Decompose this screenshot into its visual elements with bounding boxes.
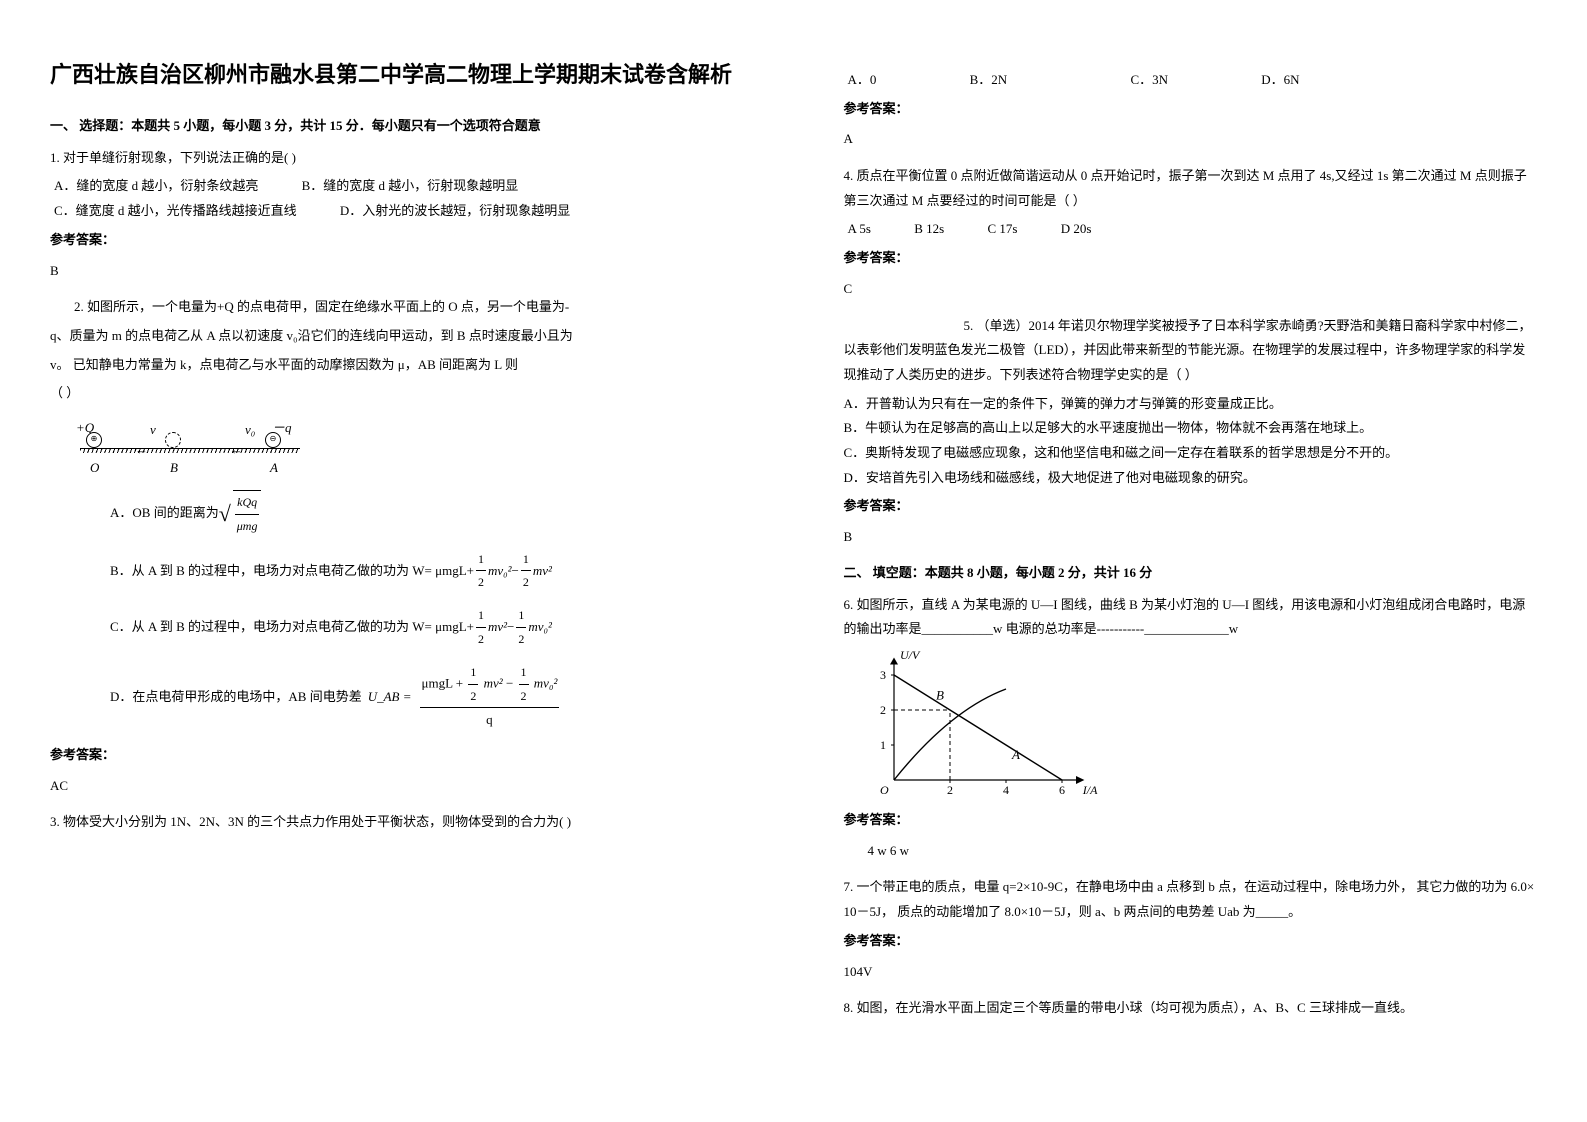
q2-diag-O: O bbox=[90, 456, 99, 481]
question-3-cont: A．0 B．2N C．3N D．6N 参考答案： A bbox=[844, 68, 1538, 152]
q2-diag-v0: v₀ bbox=[245, 418, 255, 443]
q2-diag-charge-right: ⊖ bbox=[265, 432, 281, 448]
q2-optD-pre: D．在点电荷甲形成的电场中，AB 间电势差 bbox=[110, 685, 362, 710]
question-4: 4. 质点在平衡位置 0 点附近做简谐运动从 0 点开始记时，振子第一次到达 M… bbox=[844, 164, 1538, 301]
q1-answer-label: 参考答案： bbox=[50, 228, 744, 253]
svg-text:3: 3 bbox=[880, 668, 886, 682]
q2-optB: B．从 A 到 B 的过程中，电场力对点电荷乙做的功为 W= μmgL+ 12 … bbox=[110, 548, 744, 595]
q3-options: A．0 B．2N C．3N D．6N bbox=[848, 68, 1538, 93]
q3-optD: D．6N bbox=[1261, 72, 1299, 87]
q2-diag-baseline bbox=[80, 448, 300, 453]
q2-optA-pre: A．OB 间的距离为 bbox=[110, 501, 219, 526]
q4-text: 4. 质点在平衡位置 0 点附近做简谐运动从 0 点开始记时，振子第一次到达 M… bbox=[844, 164, 1538, 213]
q5-answer: B bbox=[844, 525, 1538, 550]
q2-diag-charge-mid bbox=[165, 432, 181, 448]
q4-optA: A 5s bbox=[848, 221, 871, 236]
question-7: 7. 一个带正电的质点，电量 q=2×10-9C，在静电场中由 a 点移到 b … bbox=[844, 875, 1538, 984]
question-8: 8. 如图，在光滑水平面上固定三个等质量的带电小球（均可视为质点），A、B、C … bbox=[844, 996, 1538, 1021]
section-1-title: 一、 选择题：本题共 5 小题，每小题 3 分，共计 15 分．每小题只有一个选… bbox=[50, 115, 744, 134]
q4-options: A 5s B 12s C 17s D 20s bbox=[848, 217, 1538, 242]
q8-text: 8. 如图，在光滑水平面上固定三个等质量的带电小球（均可视为质点），A、B、C … bbox=[844, 996, 1538, 1021]
section-2-title: 二、 填空题：本题共 8 小题，每小题 2 分，共计 16 分 bbox=[844, 562, 1538, 581]
q5-optB: B．牛顿认为在足够高的高山上以足够大的水平速度抛出一物体，物体就不会再落在地球上… bbox=[844, 416, 1538, 441]
q2-diag-A: A bbox=[270, 456, 278, 481]
q2-answer: AC bbox=[50, 774, 744, 799]
q4-optD: D 20s bbox=[1061, 221, 1092, 236]
sqrt-icon: √ kQq μmg bbox=[219, 490, 264, 538]
q7-text: 7. 一个带正电的质点，电量 q=2×10-9C，在静电场中由 a 点移到 b … bbox=[844, 875, 1538, 924]
q3-optC: C．3N bbox=[1130, 72, 1168, 87]
q2-optD: D．在点电荷甲形成的电场中，AB 间电势差 U_AB = μmgL + 12 m… bbox=[110, 661, 744, 733]
q7-answer: 104V bbox=[844, 960, 1538, 985]
q2-diagram: +Q ⊕ O ← v B ← v₀ －q ⊖ A bbox=[80, 418, 300, 478]
question-3: 3. 物体受大小分别为 1N、2N、3N 的三个共点力作用处于平衡状态，则物体受… bbox=[50, 810, 744, 835]
right-page: A．0 B．2N C．3N D．6N 参考答案： A 4. 质点在平衡位置 0 … bbox=[794, 0, 1587, 1122]
q3-text: 3. 物体受大小分别为 1N、2N、3N 的三个共点力作用处于平衡状态，则物体受… bbox=[50, 810, 744, 835]
svg-text:6: 6 bbox=[1059, 783, 1065, 797]
q6-answer-label: 参考答案： bbox=[844, 808, 1538, 833]
svg-text:2: 2 bbox=[880, 703, 886, 717]
q4-answer-label: 参考答案： bbox=[844, 246, 1538, 271]
q3-answer-label: 参考答案： bbox=[844, 97, 1538, 122]
svg-text:A: A bbox=[1011, 747, 1020, 762]
svg-text:B: B bbox=[936, 688, 944, 703]
q6-chart-svg: 123246OU/VI/AAB bbox=[864, 650, 1084, 800]
q2-text3: v。 已知静电力常量为 k，点电荷乙与水平面的动摩擦因数为 μ，AB 间距离为 … bbox=[50, 353, 744, 378]
q1-options: A．缝的宽度 d 越小，衍射条纹越亮 B．缝的宽度 d 越小，衍射现象越明显 C… bbox=[54, 174, 744, 223]
q4-optC: C 17s bbox=[987, 221, 1017, 236]
question-6: 6. 如图所示，直线 A 为某电源的 U—I 图线，曲线 B 为某小灯泡的 U—… bbox=[844, 593, 1538, 864]
q1-answer: B bbox=[50, 259, 744, 284]
q2-diag-B: B bbox=[170, 456, 178, 481]
svg-text:I/A: I/A bbox=[1081, 783, 1097, 797]
q7-answer-label: 参考答案： bbox=[844, 929, 1538, 954]
q1-optC: C．缝宽度 d 越小，光传播路线越接近直线 bbox=[54, 203, 297, 218]
q4-optB: B 12s bbox=[914, 221, 944, 236]
question-5: 5. （单选）2014 年诺贝尔物理学奖被授予了日本科学家赤崎勇?天野浩和美籍日… bbox=[844, 314, 1538, 550]
q1-optB: B．缝的宽度 d 越小，衍射现象越明显 bbox=[302, 178, 519, 193]
q2-optA-num: kQq bbox=[235, 491, 259, 515]
svg-text:O: O bbox=[880, 783, 889, 797]
svg-text:U/V: U/V bbox=[900, 648, 921, 662]
svg-text:4: 4 bbox=[1003, 783, 1009, 797]
q2-optB-pre: B．从 A 到 B 的过程中，电场力对点电荷乙做的功为 W= μmgL+ bbox=[110, 559, 474, 584]
q5-optA: A．开普勒认为只有在一定的条件下，弹簧的弹力才与弹簧的形变量成正比。 bbox=[844, 392, 1538, 417]
q2-optA: A．OB 间的距离为 √ kQq μmg bbox=[110, 490, 744, 538]
q2-text1: 2. 如图所示，一个电量为+Q 的点电荷甲，固定在绝缘水平面上的 O 点，另一个… bbox=[50, 295, 744, 320]
question-1: 1. 对于单缝衍射现象，下列说法正确的是( ) A．缝的宽度 d 越小，衍射条纹… bbox=[50, 146, 744, 283]
q2-paren: （ ） bbox=[50, 381, 744, 406]
q5-optD: D．安培首先引入电场线和磁感线，极大地促进了他对电磁现象的研究。 bbox=[844, 466, 1538, 491]
q2-answer-label: 参考答案： bbox=[50, 743, 744, 768]
q4-answer: C bbox=[844, 277, 1538, 302]
q2-diag-v: v bbox=[150, 418, 156, 443]
q1-optA: A．缝的宽度 d 越小，衍射条纹越亮 bbox=[54, 178, 258, 193]
q5-answer-label: 参考答案： bbox=[844, 494, 1538, 519]
q3-answer: A bbox=[844, 127, 1538, 152]
svg-text:1: 1 bbox=[880, 738, 886, 752]
q5-text: 5. （单选）2014 年诺贝尔物理学奖被授予了日本科学家赤崎勇?天野浩和美籍日… bbox=[844, 314, 1538, 388]
q3-optA: A．0 bbox=[848, 72, 877, 87]
q2-diag-charge-left: ⊕ bbox=[86, 432, 102, 448]
q2-text2: q、质量为 m 的点电荷乙从 A 点以初速度 v₀沿它们的连线向甲运动，到 B … bbox=[50, 324, 744, 349]
q3-optB: B．2N bbox=[970, 72, 1008, 87]
doc-title: 广西壮族自治区柳州市融水县第二中学高二物理上学期期末试卷含解析 bbox=[50, 60, 744, 91]
q2-optA-den: μmg bbox=[235, 515, 260, 538]
q2-optC: C．从 A 到 B 的过程中，电场力对点电荷乙做的功为 W= μmgL+ 12 … bbox=[110, 604, 744, 651]
q6-text: 6. 如图所示，直线 A 为某电源的 U—I 图线，曲线 B 为某小灯泡的 U—… bbox=[844, 593, 1538, 642]
svg-text:2: 2 bbox=[947, 783, 953, 797]
q1-text: 1. 对于单缝衍射现象，下列说法正确的是( ) bbox=[50, 146, 744, 171]
q6-answer: 4 w 6 w bbox=[844, 839, 1538, 864]
q6-chart: 123246OU/VI/AAB bbox=[864, 650, 1084, 800]
question-2: 2. 如图所示，一个电量为+Q 的点电荷甲，固定在绝缘水平面上的 O 点，另一个… bbox=[50, 295, 744, 798]
q2-optC-pre: C．从 A 到 B 的过程中，电场力对点电荷乙做的功为 W= μmgL+ bbox=[110, 615, 474, 640]
q5-optC: C．奥斯特发现了电磁感应现象，这和他坚信电和磁之间一定存在着联系的哲学思想是分不… bbox=[844, 441, 1538, 466]
left-page: 广西壮族自治区柳州市融水县第二中学高二物理上学期期末试卷含解析 一、 选择题：本… bbox=[0, 0, 794, 1122]
q1-optD: D．入射光的波长越短，衍射现象越明显 bbox=[340, 203, 570, 218]
